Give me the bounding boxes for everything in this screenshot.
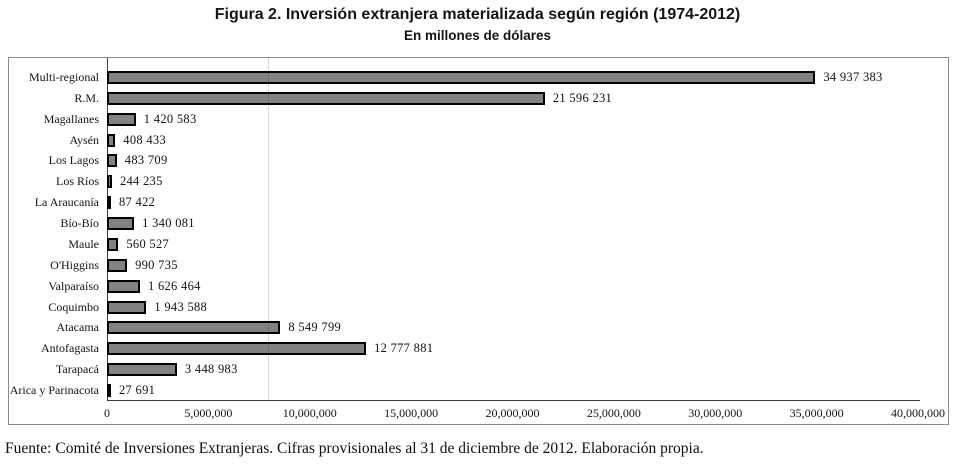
bar-track: 990 735 <box>107 258 918 273</box>
bar-track: 408 433 <box>107 133 918 148</box>
x-axis-tick-label: 20,000,000 <box>485 406 540 420</box>
bar-row: Los Lagos 483 709 <box>9 151 939 172</box>
bar <box>107 300 147 314</box>
bar <box>107 279 140 293</box>
figure-title: Figura 2. Inversión extranjera materiali… <box>214 6 741 23</box>
value-label: 1 943 588 <box>154 299 208 314</box>
x-axis-tick-label: 25,000,000 <box>586 406 641 420</box>
category-label: Coquimbo <box>48 299 99 314</box>
category-label: La Araucanía <box>34 195 99 210</box>
x-axis-tick-label: 35,000,000 <box>789 406 844 420</box>
category-label: Multi-regional <box>29 69 99 84</box>
bar-track: 12 777 881 <box>107 341 918 356</box>
bar-row: Bío-Bío 1 340 081 <box>9 213 939 234</box>
value-label: 1 340 081 <box>142 216 195 231</box>
bar-row: Multi-regional 34 937 383 <box>9 67 939 88</box>
x-axis-tick-label: 15,000,000 <box>384 406 439 420</box>
x-axis-tick-label: 40,000,000 <box>891 406 945 420</box>
faint-gridline-artifact <box>268 58 269 400</box>
bar-row: Los Ríos 244 235 <box>9 171 939 192</box>
bar <box>107 237 119 251</box>
bar <box>107 133 116 147</box>
bar-track: 1 340 081 <box>107 216 918 231</box>
bar-track: 1 943 588 <box>107 300 918 315</box>
value-label: 1 420 583 <box>143 111 197 126</box>
value-label: 8 549 799 <box>288 320 342 335</box>
value-label: 1 626 464 <box>147 278 201 293</box>
bar-rows-container: Multi-regional 34 937 383 R.M. 21 596 231 Ma… <box>9 67 939 401</box>
category-label: Antofagasta <box>41 341 99 356</box>
bar-track: 27 691 <box>107 383 918 398</box>
bar-track: 244 235 <box>107 174 918 189</box>
bar-row: Magallanes 1 420 583 <box>9 109 939 130</box>
x-axis-tick-label: 5,000,000 <box>184 406 233 420</box>
x-axis-tick-label: 0 <box>104 406 110 420</box>
bar-row: Antofagasta 12 777 881 <box>9 338 939 359</box>
category-label: Tarapacá <box>55 362 99 377</box>
bar-row: La Araucanía 87 422 <box>9 192 939 213</box>
category-label: R.M. <box>74 90 99 105</box>
bar-row: Coquimbo 1 943 588 <box>9 297 939 318</box>
bar-track: 3 448 983 <box>107 362 918 377</box>
bar <box>107 175 112 189</box>
bar-row: R.M. 21 596 231 <box>9 88 939 109</box>
x-axis-tick-label: 10,000,000 <box>282 406 337 420</box>
category-label: Maule <box>68 236 99 251</box>
category-label: Los Ríos <box>55 174 99 189</box>
bar <box>107 342 367 356</box>
source-note: Fuente: Comité de Inversiones Extranjera… <box>5 440 704 457</box>
bar <box>107 217 135 231</box>
category-label: O'Higgins <box>50 257 99 272</box>
category-label: Arica y Parinacota <box>9 383 99 398</box>
bar <box>107 321 281 335</box>
bar-track: 8 549 799 <box>107 320 918 335</box>
bar-row: Arica y Parinacota 27 691 <box>9 380 939 401</box>
bar-track: 34 937 383 <box>107 70 918 85</box>
value-label: 21 596 231 <box>552 90 613 105</box>
value-label: 244 235 <box>119 174 163 189</box>
value-label: 560 527 <box>126 236 170 251</box>
bar-track: 87 422 <box>107 195 918 210</box>
category-label: Magallanes <box>43 111 99 126</box>
bar-row: Tarapacá 3 448 983 <box>9 359 939 380</box>
bar-track: 1 420 583 <box>107 112 918 127</box>
bar-track: 560 527 <box>107 237 918 252</box>
bar <box>107 196 111 210</box>
bar-row: Aysén 408 433 <box>9 130 939 151</box>
value-label: 3 448 983 <box>184 362 238 377</box>
bar <box>107 363 177 377</box>
value-label: 34 937 383 <box>823 69 883 84</box>
value-label: 27 691 <box>119 383 156 398</box>
value-label: 990 735 <box>135 257 178 272</box>
category-label: Los Lagos <box>48 153 99 168</box>
category-label: Valparaíso <box>48 278 99 293</box>
value-label: 408 433 <box>123 132 166 147</box>
bar <box>107 91 545 105</box>
category-label: Bío-Bío <box>60 216 99 231</box>
bar-track: 483 709 <box>107 153 918 168</box>
value-label: 483 709 <box>124 153 168 168</box>
bar <box>107 70 816 84</box>
bar-row: Valparaíso 1 626 464 <box>9 276 939 297</box>
bar-row: O'Higgins 990 735 <box>9 255 939 276</box>
value-label: 12 777 881 <box>374 341 434 356</box>
bar-track: 21 596 231 <box>107 91 918 106</box>
bar <box>107 258 128 272</box>
category-label: Atacama <box>56 320 99 335</box>
bar <box>107 112 136 126</box>
bar <box>107 154 117 168</box>
category-label: Aysén <box>69 132 99 147</box>
bar-track: 1 626 464 <box>107 279 918 294</box>
figure-subtitle: En millones de dólares <box>403 28 552 43</box>
bar-row: Maule 560 527 <box>9 234 939 255</box>
bar <box>107 384 111 398</box>
bar-row: Atacama 8 549 799 <box>9 318 939 339</box>
value-label: 87 422 <box>119 195 156 210</box>
chart-frame: Multi-regional 34 937 383 R.M. 21 596 231 Ma… <box>8 57 949 425</box>
x-axis-line <box>107 400 920 401</box>
x-axis-tick-label: 30,000,000 <box>688 406 743 420</box>
